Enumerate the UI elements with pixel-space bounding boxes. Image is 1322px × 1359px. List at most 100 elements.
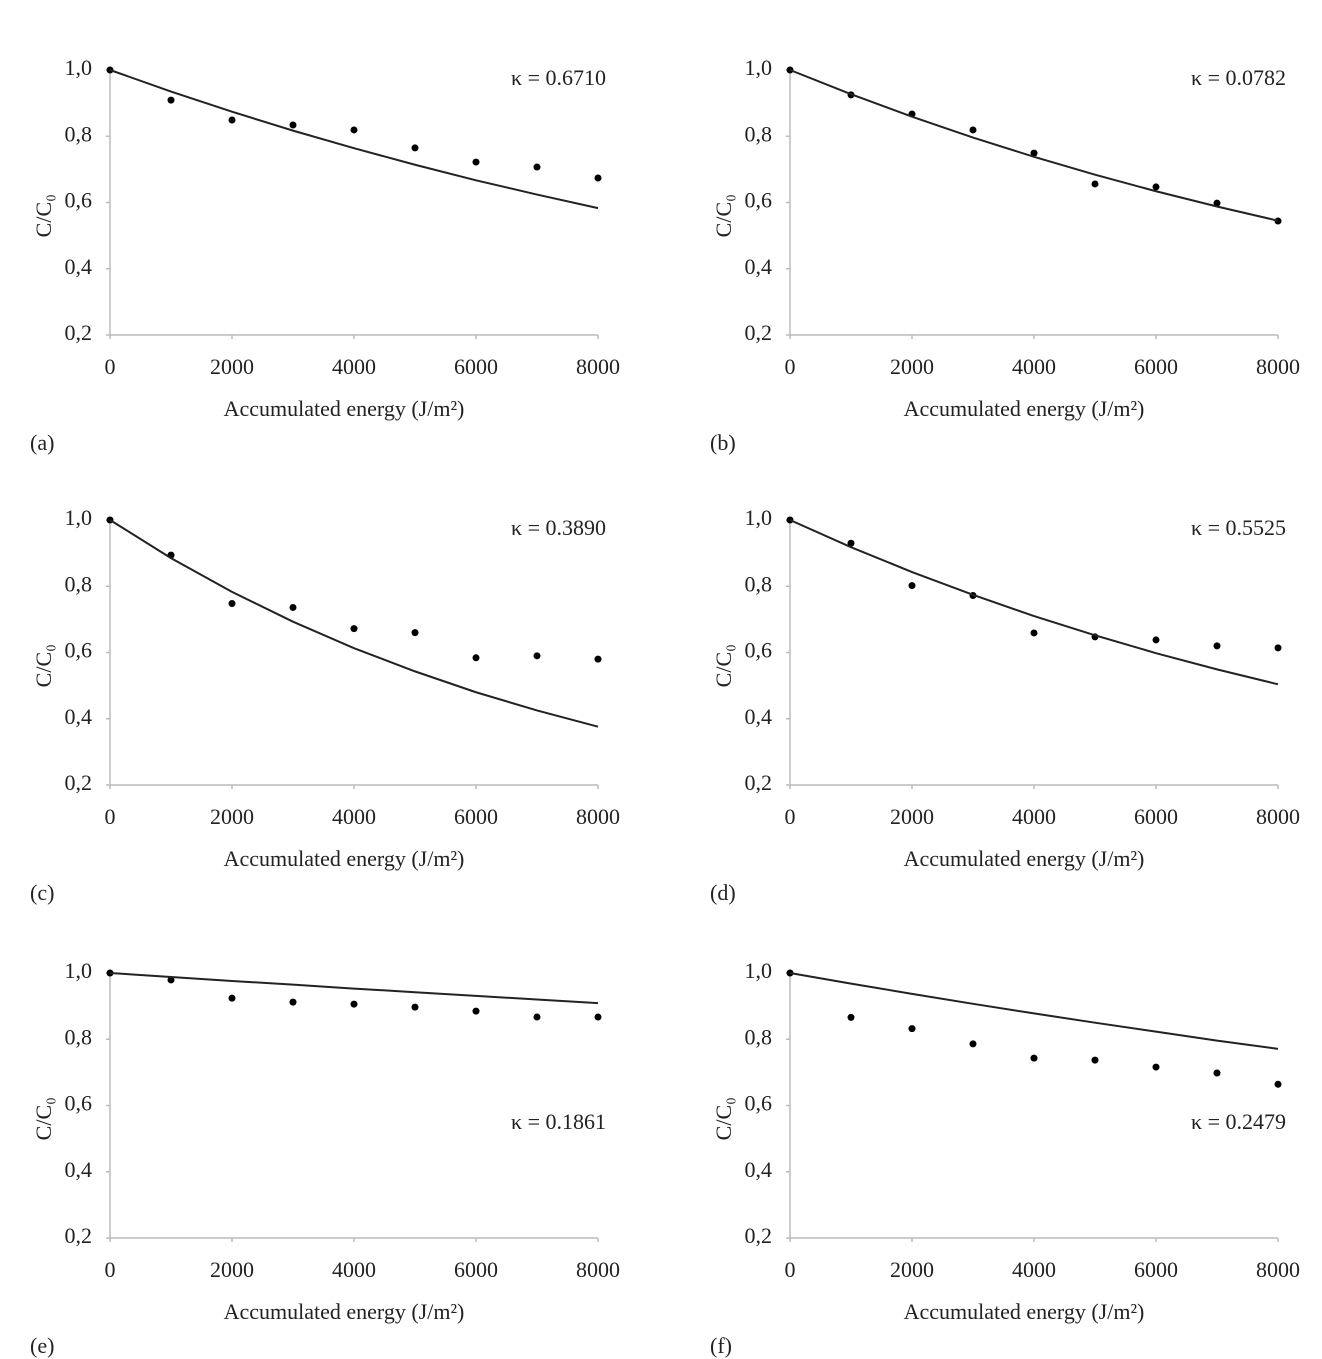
data-point — [472, 1007, 480, 1015]
y-tick-label: 0,4 — [65, 704, 93, 729]
x-tick-label: 0 — [105, 804, 116, 829]
y-tick-label: 1,0 — [65, 505, 93, 530]
data-point — [350, 126, 358, 134]
data-point — [1091, 180, 1099, 188]
x-axis-label: Accumulated energy (J/m²) — [904, 396, 1145, 421]
x-tick-label: 2000 — [890, 354, 934, 379]
annotation: κ = 0.2479 — [1191, 1109, 1286, 1134]
y-tick-label: 1,0 — [65, 958, 93, 983]
y-tick-label: 0,8 — [65, 121, 93, 146]
y-tick-label: 0,8 — [745, 571, 773, 596]
y-tick-label: 1,0 — [65, 55, 93, 80]
x-tick-label: 4000 — [1012, 1257, 1056, 1282]
annotation: κ = 0.5525 — [1191, 515, 1286, 540]
y-tick-label: 0,4 — [745, 254, 773, 279]
x-tick-label: 2000 — [890, 804, 934, 829]
y-tick-label: 0,6 — [745, 1091, 773, 1116]
data-point — [1274, 644, 1282, 652]
y-tick-label: 0,2 — [745, 1223, 773, 1248]
data-point — [411, 144, 419, 152]
data-point — [228, 599, 236, 607]
fit-line — [109, 972, 599, 1005]
x-tick-label: 0 — [785, 1257, 796, 1282]
y-tick-label: 1,0 — [745, 505, 773, 530]
x-tick-label: 0 — [105, 1257, 116, 1282]
x-tick-label: 4000 — [332, 804, 376, 829]
y-axis-label: C/C₀ — [711, 1097, 736, 1140]
data-point — [167, 976, 175, 984]
y-tick-label: 0,2 — [745, 770, 773, 795]
x-axis-label: Accumulated energy (J/m²) — [224, 1299, 465, 1324]
x-tick-label: 2000 — [890, 1257, 934, 1282]
data-point — [228, 994, 236, 1002]
panel-label: (e) — [30, 1333, 54, 1358]
fit-line — [789, 519, 1279, 686]
y-tick-label: 0,2 — [65, 1223, 93, 1248]
data-point — [533, 652, 541, 660]
data-point — [1152, 636, 1160, 644]
data-point — [1274, 1080, 1282, 1088]
annotation: κ = 0.0782 — [1191, 65, 1286, 90]
fit-line — [789, 972, 1279, 1050]
x-tick-label: 8000 — [1256, 354, 1300, 379]
x-tick-label: 4000 — [1012, 354, 1056, 379]
y-tick-label: 0,2 — [65, 320, 93, 345]
data-point — [594, 1013, 602, 1021]
y-tick-label: 0,8 — [65, 1024, 93, 1049]
x-tick-label: 6000 — [454, 1257, 498, 1282]
data-point — [533, 163, 541, 171]
x-tick-label: 0 — [785, 804, 796, 829]
data-point — [1030, 1054, 1038, 1062]
y-axis-label: C/C₀ — [711, 644, 736, 687]
y-tick-label: 0,2 — [745, 320, 773, 345]
fit-line — [109, 69, 599, 210]
data-point — [908, 582, 916, 590]
data-point — [289, 998, 297, 1006]
x-axis-label: Accumulated energy (J/m²) — [224, 846, 465, 871]
data-point — [969, 1040, 977, 1048]
data-point — [847, 1013, 855, 1021]
annotation: κ = 0.1861 — [511, 1109, 606, 1134]
y-tick-label: 0,2 — [65, 770, 93, 795]
data-point — [1213, 1069, 1221, 1077]
x-axis-label: Accumulated energy (J/m²) — [904, 846, 1145, 871]
x-tick-label: 2000 — [210, 354, 254, 379]
data-point — [1152, 183, 1160, 191]
y-tick-label: 0,6 — [745, 188, 773, 213]
x-tick-label: 8000 — [1256, 804, 1300, 829]
y-axis-label: C/C₀ — [31, 194, 56, 237]
annotation: κ = 0.3890 — [511, 515, 606, 540]
panel-label: (b) — [710, 430, 736, 455]
y-tick-label: 1,0 — [745, 958, 773, 983]
x-axis-label: Accumulated energy (J/m²) — [224, 396, 465, 421]
data-point — [472, 654, 480, 662]
y-axis-label: C/C₀ — [31, 644, 56, 687]
data-point — [350, 1000, 358, 1008]
fit-line — [109, 519, 599, 728]
data-point — [969, 126, 977, 134]
annotation: κ = 0.6710 — [511, 65, 606, 90]
data-point — [1091, 1056, 1099, 1064]
x-tick-label: 4000 — [332, 354, 376, 379]
data-point — [533, 1013, 541, 1021]
panel-label: (f) — [710, 1333, 732, 1358]
data-point — [228, 116, 236, 124]
y-tick-label: 1,0 — [745, 55, 773, 80]
data-point — [1152, 1063, 1160, 1071]
data-point — [411, 629, 419, 637]
y-tick-label: 0,6 — [745, 638, 773, 663]
x-tick-label: 4000 — [332, 1257, 376, 1282]
data-point — [908, 1025, 916, 1033]
x-tick-label: 8000 — [576, 804, 620, 829]
x-tick-label: 6000 — [454, 804, 498, 829]
y-axis-label: C/C₀ — [711, 194, 736, 237]
data-point — [594, 655, 602, 663]
y-tick-label: 0,8 — [745, 121, 773, 146]
y-tick-label: 0,6 — [65, 638, 93, 663]
panel-label: (c) — [30, 880, 54, 905]
x-tick-label: 6000 — [1134, 354, 1178, 379]
panel-label: (a) — [30, 430, 54, 455]
data-point — [1030, 149, 1038, 157]
data-point — [1213, 642, 1221, 650]
